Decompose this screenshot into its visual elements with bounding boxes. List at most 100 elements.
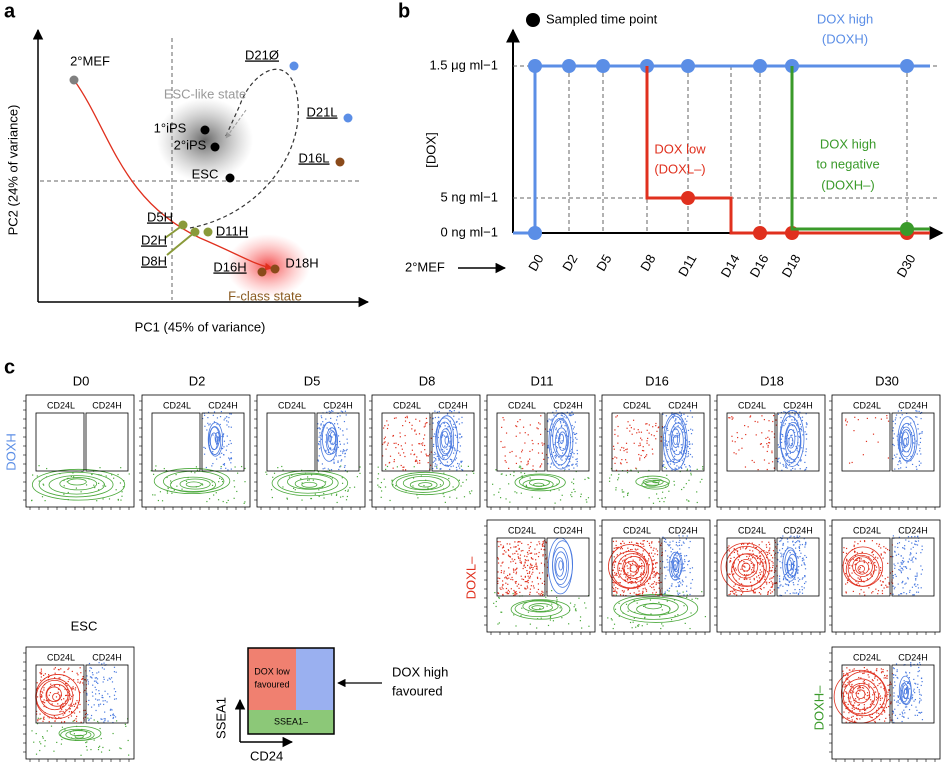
event	[541, 544, 543, 546]
event	[575, 432, 578, 435]
event	[915, 466, 917, 468]
event	[797, 540, 799, 542]
time-label: D11	[675, 252, 699, 279]
event	[744, 424, 746, 427]
event	[520, 492, 522, 494]
event	[642, 573, 644, 576]
event	[117, 473, 119, 476]
event	[908, 540, 910, 542]
event	[863, 561, 865, 564]
event	[683, 463, 686, 466]
event	[801, 586, 803, 588]
event	[345, 414, 347, 416]
column-label: D5	[304, 373, 321, 388]
event	[860, 579, 863, 582]
event	[43, 687, 45, 689]
event	[773, 589, 775, 591]
event	[395, 417, 397, 419]
event	[918, 444, 920, 446]
event	[679, 451, 681, 453]
event	[642, 591, 644, 594]
event	[729, 560, 731, 562]
event	[900, 432, 902, 434]
event	[682, 581, 684, 583]
event	[641, 625, 643, 627]
event	[888, 714, 890, 716]
event	[176, 485, 178, 487]
event	[897, 410, 899, 412]
contour	[642, 478, 664, 486]
event	[652, 570, 654, 572]
event	[574, 433, 577, 435]
plot-frame	[831, 394, 941, 508]
event	[852, 715, 854, 717]
contour	[395, 474, 451, 493]
event	[439, 462, 441, 465]
gate-label: CD24H	[898, 400, 928, 410]
event	[635, 564, 637, 566]
event	[785, 454, 788, 456]
event	[70, 711, 73, 713]
event	[662, 464, 664, 466]
event	[573, 488, 575, 490]
event	[674, 576, 676, 579]
contour	[321, 421, 337, 456]
event	[166, 476, 168, 479]
event	[872, 694, 874, 696]
event	[897, 695, 899, 697]
event	[610, 468, 613, 470]
event	[845, 591, 847, 593]
event	[902, 587, 904, 589]
event	[687, 500, 689, 502]
event	[799, 423, 802, 426]
event	[54, 720, 56, 722]
event	[677, 592, 679, 594]
event	[325, 450, 327, 452]
event	[620, 573, 622, 575]
event	[775, 419, 777, 421]
event	[446, 455, 449, 457]
event	[676, 435, 679, 437]
event	[764, 561, 766, 563]
event	[872, 572, 874, 574]
event	[667, 441, 670, 443]
event	[921, 719, 924, 721]
event	[859, 567, 862, 569]
event	[886, 586, 888, 588]
event	[337, 460, 339, 462]
event	[95, 709, 97, 712]
event	[768, 430, 770, 432]
contour	[737, 559, 755, 577]
event	[638, 624, 640, 626]
event	[344, 469, 347, 472]
event	[434, 465, 436, 467]
event	[866, 668, 868, 671]
event	[614, 572, 616, 574]
event	[888, 689, 890, 691]
gate-label: CD24H	[668, 525, 698, 535]
event	[920, 453, 922, 455]
event	[610, 474, 613, 476]
event	[93, 680, 96, 682]
event	[397, 443, 399, 446]
event	[853, 699, 855, 702]
event	[461, 460, 463, 462]
event	[771, 570, 773, 572]
event	[415, 418, 417, 420]
event	[524, 442, 526, 444]
event	[805, 543, 807, 545]
event	[567, 435, 569, 437]
event	[453, 447, 455, 449]
event	[505, 591, 507, 594]
event	[878, 718, 881, 721]
event	[49, 691, 52, 694]
event	[689, 410, 692, 412]
event	[794, 592, 796, 594]
event	[520, 461, 522, 463]
event	[543, 580, 546, 582]
event	[645, 560, 647, 562]
event	[801, 558, 804, 560]
event	[880, 668, 882, 670]
event	[788, 413, 790, 415]
event	[403, 466, 405, 468]
